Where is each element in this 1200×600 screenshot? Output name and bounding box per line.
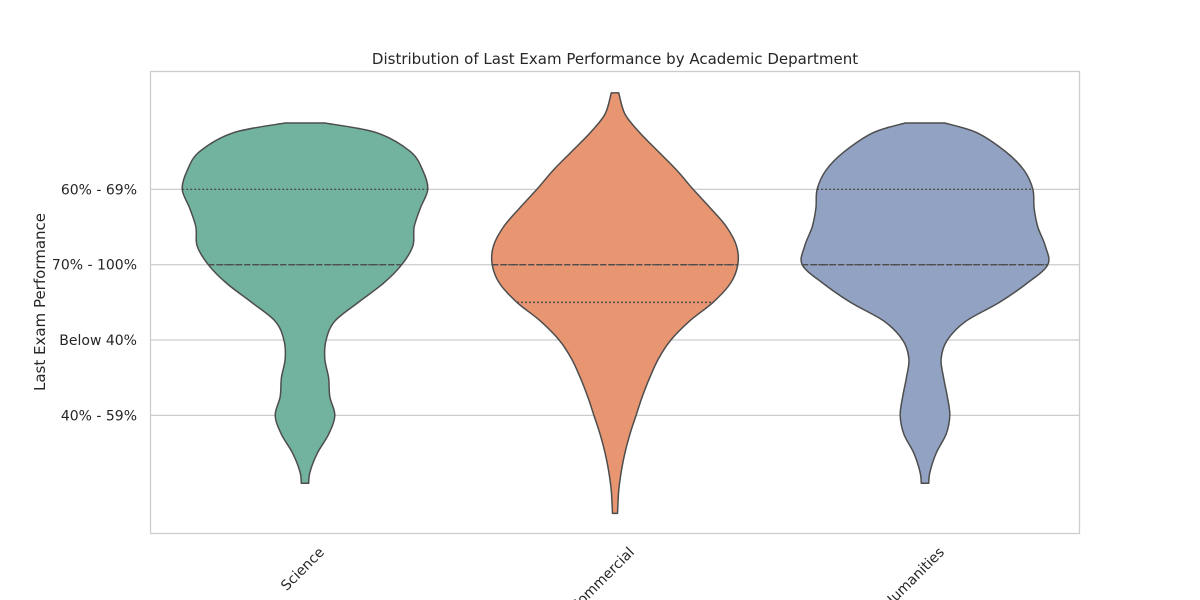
y-tick-label: 70% - 100% [52, 258, 137, 274]
violin-body [181, 122, 429, 485]
violin-body [490, 92, 740, 515]
y-axis-label: Last Exam Performance [31, 213, 49, 391]
x-tick-label: Science [278, 545, 328, 595]
y-tick-label: Below 40% [59, 333, 137, 349]
violin-science [181, 122, 429, 485]
violin-body [800, 122, 1050, 485]
x-tick-label: Commercial [567, 545, 638, 600]
plot-frame [149, 70, 1081, 535]
x-tick-label: Humanities [880, 545, 948, 600]
y-tick-labels: 60% - 69% 70% - 100% Below 40% 40% - 59% [52, 182, 137, 424]
violin-commercial [490, 92, 740, 515]
violins [181, 92, 1050, 515]
violin-humanities [800, 122, 1050, 485]
y-tick-label: 40% - 59% [61, 408, 137, 424]
x-tick-labels: Science Commercial Humanities [278, 545, 948, 600]
y-tick-label: 60% - 69% [61, 182, 137, 198]
chart-title: Distribution of Last Exam Performance by… [372, 50, 858, 68]
